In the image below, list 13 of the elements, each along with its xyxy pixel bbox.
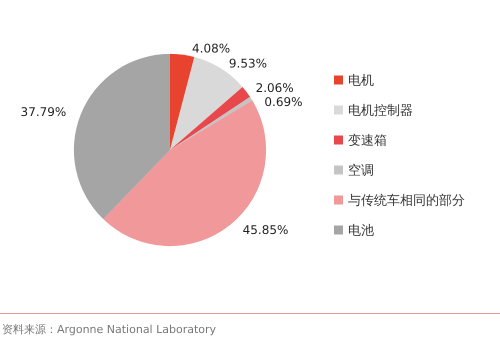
data-label: 9.53% [228,56,268,70]
data-label: 0.69% [264,95,302,110]
legend-label: 电机控制器 [348,102,413,118]
text: 资料来源：Argonne National Laboratory [2,322,216,337]
data-label: 37.79% [20,104,66,119]
data-label: 4.08% [192,42,230,56]
legend-label: 与传统车相同的部分 [348,192,465,208]
legend-label: 电机 [348,72,374,88]
data-label: 2.06% [256,81,294,96]
legend-label: 变速箱 [348,132,387,148]
data-label: 45.85% [242,222,288,237]
legend-label: 电池 [348,222,374,238]
legend-label: 空调 [348,162,374,178]
